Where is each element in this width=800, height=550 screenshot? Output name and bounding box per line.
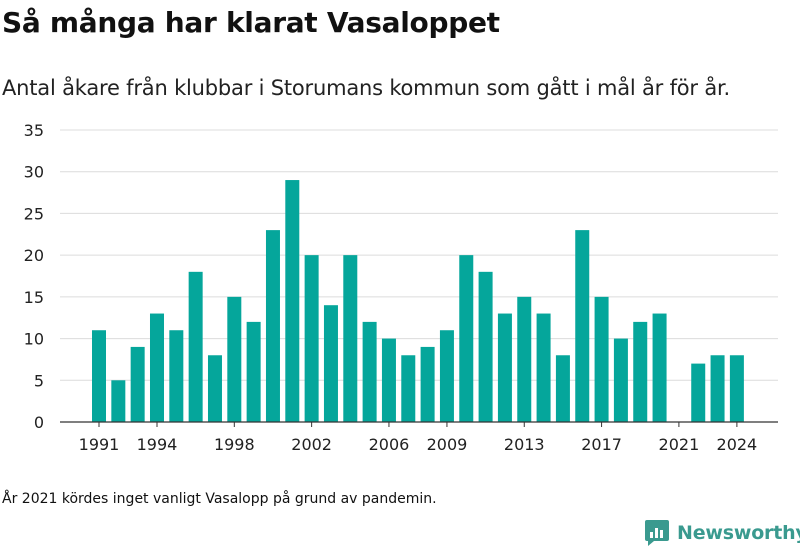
bar-1996 <box>188 271 203 422</box>
bar-2002 <box>304 255 319 422</box>
newsworthy-brand[interactable]: Newsworthy <box>644 519 800 547</box>
bar-2018 <box>613 338 628 422</box>
y-tick-label: 35 <box>24 121 44 140</box>
bar-2013 <box>517 296 532 422</box>
bar-1997 <box>207 355 222 422</box>
bar-1995 <box>169 330 184 422</box>
y-tick-label: 15 <box>24 288 44 307</box>
chart-title: Så många har klarat Vasaloppet <box>2 6 500 39</box>
chart-subtitle: Antal åkare från klubbar i Storumans kom… <box>2 76 730 100</box>
bar-1993 <box>130 346 145 422</box>
bar-2019 <box>633 321 648 422</box>
bar-2015 <box>555 355 570 422</box>
x-tick-label: 2024 <box>717 435 758 454</box>
y-tick-label: 20 <box>24 246 44 265</box>
bar-2022 <box>691 363 706 422</box>
bar-2023 <box>710 355 725 422</box>
bar-2001 <box>285 180 300 422</box>
bar-2010 <box>459 255 474 422</box>
y-tick-label: 5 <box>34 371 44 390</box>
footnote: År 2021 kördes inget vanligt Vasalopp på… <box>2 491 437 507</box>
x-tick-label: 1991 <box>79 435 120 454</box>
bar-2011 <box>478 271 493 422</box>
bar-2020 <box>652 313 667 422</box>
bar-2024 <box>729 355 744 422</box>
bar-2014 <box>536 313 551 422</box>
y-tick-label: 0 <box>34 413 44 432</box>
x-tick-label: 2002 <box>291 435 332 454</box>
bar-1991 <box>92 330 106 422</box>
x-tick-label: 2006 <box>369 435 410 454</box>
bar-chart: 0 5 10 15 20 25 30 35 1991 1994 1998 2002 2006 2009 20… <box>24 121 778 454</box>
bar-2006 <box>381 338 396 422</box>
bar-1994 <box>149 313 164 422</box>
x-tick-label: 2017 <box>581 435 622 454</box>
bar-2016 <box>575 230 590 422</box>
y-tick-label: 10 <box>24 330 44 349</box>
newsworthy-logo-icon <box>645 520 669 546</box>
bar-2005 <box>362 321 377 422</box>
bar-1992 <box>111 380 126 422</box>
x-tick-label: 2009 <box>427 435 468 454</box>
bar-2003 <box>323 305 338 422</box>
bar-1998 <box>227 296 242 422</box>
x-tick-label: 1998 <box>214 435 255 454</box>
bar-2007 <box>401 355 416 422</box>
bar-2012 <box>497 313 512 422</box>
bar-2017 <box>594 296 609 422</box>
x-tick-label: 2013 <box>504 435 545 454</box>
bar-2008 <box>420 346 435 422</box>
y-tick-label: 30 <box>24 163 44 182</box>
brand-name: Newsworthy <box>677 522 800 544</box>
x-tick-label: 1994 <box>137 435 178 454</box>
bar-2000 <box>265 230 280 422</box>
bar-2004 <box>343 255 358 422</box>
bar-2009 <box>439 330 454 422</box>
y-tick-label: 25 <box>24 204 44 223</box>
bar-1999 <box>246 321 261 422</box>
x-tick-label: 2021 <box>659 435 700 454</box>
